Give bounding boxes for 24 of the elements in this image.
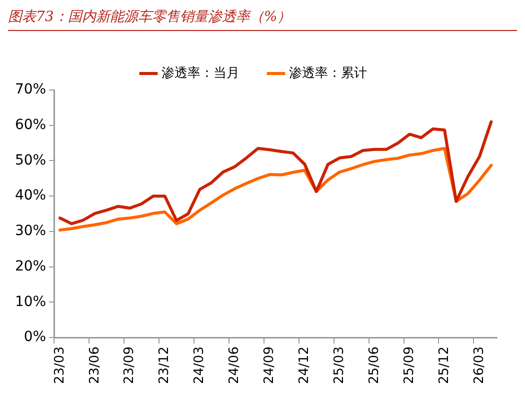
y-tick-label: 0% (24, 329, 46, 346)
y-tick-label: 20% (14, 258, 46, 274)
y-tick-label: 40% (14, 188, 46, 204)
x-tick-label: 26/03 (472, 346, 487, 384)
x-tick-label: 25/09 (402, 346, 417, 384)
y-tick-label: 10% (14, 294, 46, 310)
y-tick-label: 30% (14, 223, 46, 240)
legend-label: 渗透率：累计 (289, 64, 367, 81)
x-tick-label: 24/06 (227, 346, 242, 384)
y-tick-label: 50% (14, 152, 46, 168)
x-tick-label: 23/03 (52, 346, 68, 384)
y-tick-label: 70% (14, 82, 46, 98)
legend-label: 渗透率：当月 (162, 64, 240, 81)
x-tick-label: 25/12 (436, 346, 452, 384)
x-tick-label: 24/03 (192, 346, 208, 384)
x-tick-label: 25/03 (332, 346, 348, 384)
x-tick-label: 23/09 (122, 346, 138, 384)
x-tick-label: 24/09 (262, 346, 278, 384)
chart-title: 图表73：国内新能源车零售销量渗透率（%） (8, 8, 517, 31)
x-tick-label: 23/12 (157, 346, 172, 384)
x-tick-label: 25/06 (367, 346, 382, 384)
y-tick-label: 60% (14, 117, 46, 134)
x-tick-label: 24/12 (297, 346, 312, 384)
x-tick-label: 23/06 (87, 346, 102, 384)
